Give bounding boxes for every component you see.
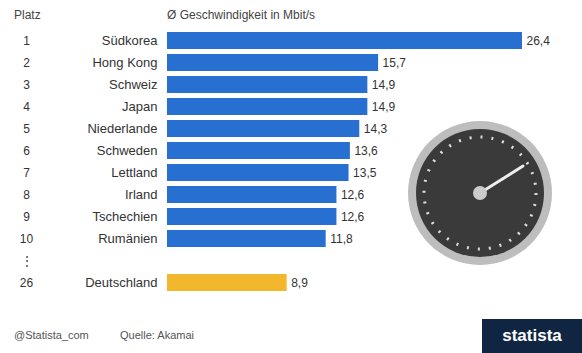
svg-text:Deutschland: Deutschland — [85, 275, 157, 290]
html-text:Quelle: Akamai: Quelle: Akamai — [120, 329, 194, 341]
svg-text:Japan: Japan — [122, 99, 157, 114]
svg-text:10: 10 — [20, 232, 34, 246]
svg-text:15,7: 15,7 — [383, 56, 407, 70]
svg-text:5: 5 — [23, 122, 30, 136]
html-text:Platz: Platz — [14, 8, 41, 22]
svg-text:Niederlande: Niederlande — [87, 121, 157, 136]
svg-text:1: 1 — [23, 34, 30, 48]
html-text:@Statista_com: @Statista_com — [14, 329, 89, 341]
svg-text:⋮: ⋮ — [21, 254, 33, 268]
svg-text:26,4: 26,4 — [527, 34, 551, 48]
svg-text:2: 2 — [23, 56, 30, 70]
svg-text:11,8: 11,8 — [330, 232, 353, 246]
svg-text:13,6: 13,6 — [354, 144, 378, 158]
svg-text:4: 4 — [23, 100, 30, 114]
svg-text:Schweiz: Schweiz — [109, 77, 157, 92]
svg-text:Lettland: Lettland — [111, 165, 157, 180]
svg-text:8: 8 — [23, 188, 30, 202]
svg-text:Schweden: Schweden — [97, 143, 158, 158]
svg-text:12,6: 12,6 — [341, 188, 365, 202]
svg-text:14,9: 14,9 — [372, 100, 396, 114]
svg-text:Südkorea: Südkorea — [102, 33, 158, 48]
html-text:statista: statista — [502, 326, 562, 345]
svg-text:13,5: 13,5 — [353, 166, 377, 180]
svg-text:8,9: 8,9 — [291, 276, 308, 290]
html-text:Ø Geschwindigkeit in Mbit/s: Ø Geschwindigkeit in Mbit/s — [167, 8, 316, 22]
svg-text:14,3: 14,3 — [364, 122, 388, 136]
svg-text:26: 26 — [20, 276, 34, 290]
svg-text:14,9: 14,9 — [372, 78, 396, 92]
svg-text:Irland: Irland — [125, 187, 158, 202]
svg-text:6: 6 — [23, 144, 30, 158]
svg-text:9: 9 — [23, 210, 30, 224]
svg-text:Hong Kong: Hong Kong — [92, 55, 157, 70]
svg-text:Tschechien: Tschechien — [92, 209, 157, 224]
svg-text:3: 3 — [23, 78, 30, 92]
svg-text:12,6: 12,6 — [341, 210, 365, 224]
svg-text:Rumänien: Rumänien — [98, 231, 157, 246]
svg-text:7: 7 — [23, 166, 30, 180]
